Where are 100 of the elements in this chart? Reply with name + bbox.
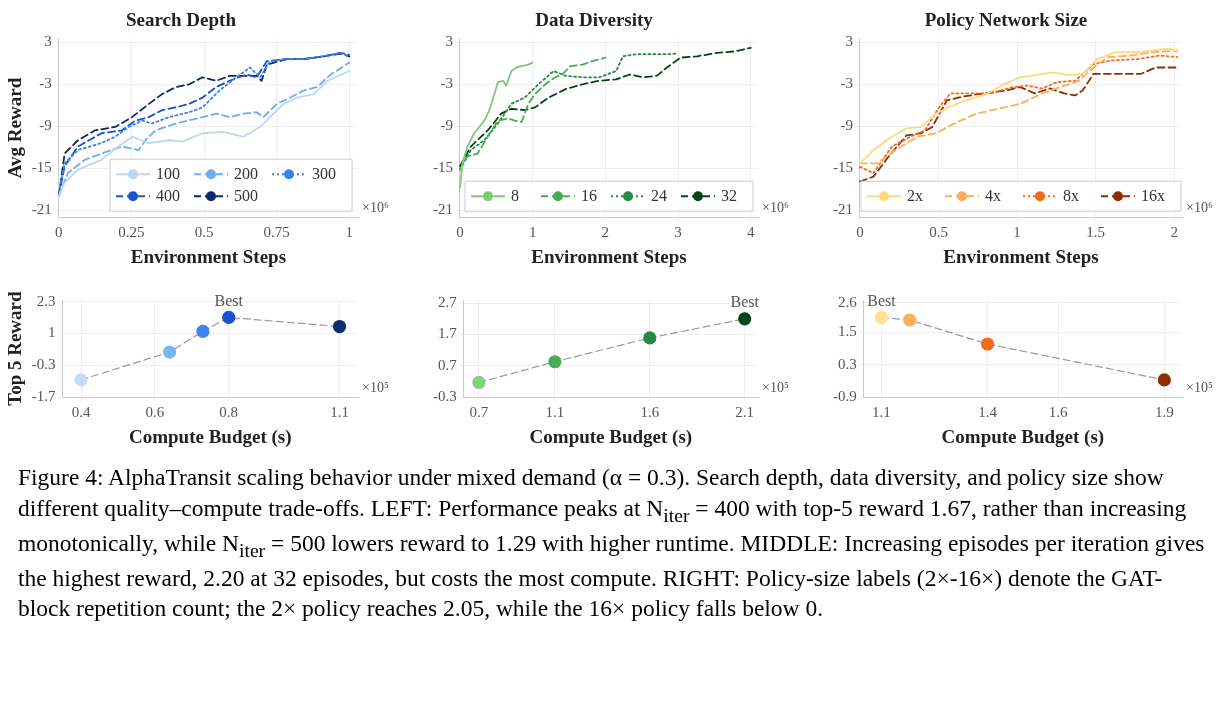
y-tick-label: -0.9	[833, 388, 857, 405]
x-tick-label: 0.5	[194, 224, 214, 241]
y-tick-label: -1.7	[31, 388, 57, 405]
y-tick-label: 0.7	[438, 356, 458, 373]
text: ×10⁵	[762, 379, 789, 395]
x-axis-title: Environment Steps	[943, 245, 1099, 267]
x-tick-label: 2.1	[735, 404, 755, 421]
x-tick-label: 1.6	[640, 404, 660, 421]
y-tick-label: -0.3	[31, 356, 56, 373]
line-series	[459, 47, 752, 168]
x-axis-title: Compute Budget (s)	[128, 425, 292, 448]
y-tick-label: -9	[440, 117, 453, 134]
legend-label: 16	[581, 187, 597, 205]
x-tick-label: 1	[1013, 224, 1021, 241]
x-tick-label: 1.5	[1086, 224, 1105, 241]
y-axis-title: Avg Reward	[4, 77, 26, 179]
point	[196, 324, 210, 338]
x-tick-label: 1.1	[330, 404, 349, 421]
text: ×10⁶	[362, 199, 389, 215]
legend-label: 24	[651, 187, 667, 205]
x-tick-label: 0.25	[118, 224, 145, 241]
legend-label: 300	[312, 165, 336, 183]
point	[74, 373, 88, 387]
x-tick-label: 2	[1170, 224, 1178, 241]
x-tick-label: 1.1	[872, 404, 891, 421]
x-tick-label: 0	[55, 224, 63, 241]
x-tick-label: 1.4	[978, 404, 998, 421]
text: Figure 4: AlphaTransit scaling behavior under mixed demand (α = 0.3). Search depth, data diversity, and policy size show different quality–compute trade-offs. LEFT: Performance peaks at N$_{iter}$ = 400 with top-5 reward 1.67, rather than increasing monotonically, while N$_{iter}$ = 500 lowers reward to 1.29 with higher runtime. MIDDLE: Increasing episodes per iteration gives the highest reward, 2.20 at 32 episodes, but costs the most compute. RIGHT: Policy-size labels (2×-16×) denote the GAT-block repetition count; the 2× policy reaches 2.05, while the 16× policy falls below 0.	[18, 464, 1205, 622]
y-tick-label: -15	[433, 159, 453, 176]
y-tick-label: 1.7	[438, 325, 458, 342]
y-tick-label: 3	[845, 33, 853, 50]
legend-label: 200	[234, 165, 258, 183]
point	[980, 337, 995, 351]
point	[472, 375, 486, 390]
y-tick-label: -3	[840, 75, 853, 92]
text: ×10⁶	[762, 199, 789, 215]
text: ×10⁶	[1186, 199, 1213, 215]
x-axis-title: Compute Budget (s)	[941, 425, 1105, 448]
x-tick-label: 1	[345, 224, 354, 241]
x-tick-label: 0.6	[145, 404, 165, 421]
point	[548, 355, 562, 369]
y-tick-label: -15	[31, 159, 52, 176]
x-tick-label: 0.7	[469, 404, 489, 421]
y-tick-label: 1.5	[838, 323, 857, 340]
y-tick-label: 0.3	[838, 355, 857, 372]
x-tick-label: 0	[456, 224, 464, 241]
legend-label: 16x	[1141, 187, 1165, 205]
annotation: Best	[730, 293, 760, 311]
x-tick-label: 0.75	[263, 224, 290, 241]
y-tick-label: -3	[440, 75, 453, 92]
y-tick-label: -9	[39, 117, 52, 134]
point	[903, 313, 917, 327]
x-tick-label: 1.1	[545, 404, 565, 421]
point	[332, 319, 347, 334]
chart-title: Search Depth	[126, 9, 237, 31]
y-tick-label: -21	[31, 201, 52, 218]
x-axis-title: Environment Steps	[130, 245, 287, 267]
point	[1157, 373, 1171, 387]
y-tick-label: 3	[445, 33, 453, 50]
x-tick-label: 2	[601, 224, 610, 241]
x-tick-label: 0.5	[929, 224, 948, 241]
x-axis-title: Compute Budget (s)	[529, 425, 693, 448]
point	[874, 310, 889, 325]
legend-label: 400	[156, 187, 180, 205]
y-tick-label: 3	[44, 33, 52, 50]
x-tick-label: 3	[674, 224, 682, 241]
y-tick-label: -9	[840, 117, 853, 134]
point	[738, 312, 752, 326]
text: ×10⁵	[362, 379, 389, 395]
line-series	[459, 56, 607, 171]
legend-label: 4x	[985, 187, 1001, 205]
x-tick-label: 0	[856, 224, 864, 241]
line-series	[859, 66, 1179, 183]
chart-title: Data Diversity	[535, 9, 654, 31]
point	[222, 310, 236, 325]
y-tick-label: -21	[833, 201, 853, 218]
x-tick-label: 0.4	[71, 404, 91, 421]
legend-label: 500	[234, 187, 258, 205]
y-axis-title: Top 5 Reward	[4, 290, 26, 406]
point	[163, 345, 177, 359]
x-tick-label: 4	[746, 224, 755, 241]
legend-label: 32	[721, 187, 737, 205]
x-axis-title: Environment Steps	[531, 245, 687, 267]
y-tick-label: -21	[433, 201, 453, 218]
x-tick-label: 1.6	[1048, 404, 1069, 421]
text: ×10⁵	[1186, 379, 1213, 395]
y-tick-label: 2.6	[838, 293, 858, 310]
legend-label: 2x	[907, 187, 923, 205]
y-tick-label: 2.7	[438, 294, 458, 311]
y-tick-label: 1	[48, 324, 56, 341]
legend-label: 100	[156, 165, 180, 183]
x-tick-label: 1.9	[1154, 404, 1174, 421]
chart-title: Policy Network Size	[924, 9, 1088, 31]
y-tick-label: -15	[833, 159, 853, 176]
annotation: Best	[867, 291, 897, 309]
y-tick-label: -0.3	[433, 388, 457, 405]
x-tick-label: 0.8	[219, 404, 239, 421]
annotation: Best	[214, 291, 244, 309]
x-tick-label: 1	[528, 224, 537, 241]
point	[643, 331, 657, 345]
